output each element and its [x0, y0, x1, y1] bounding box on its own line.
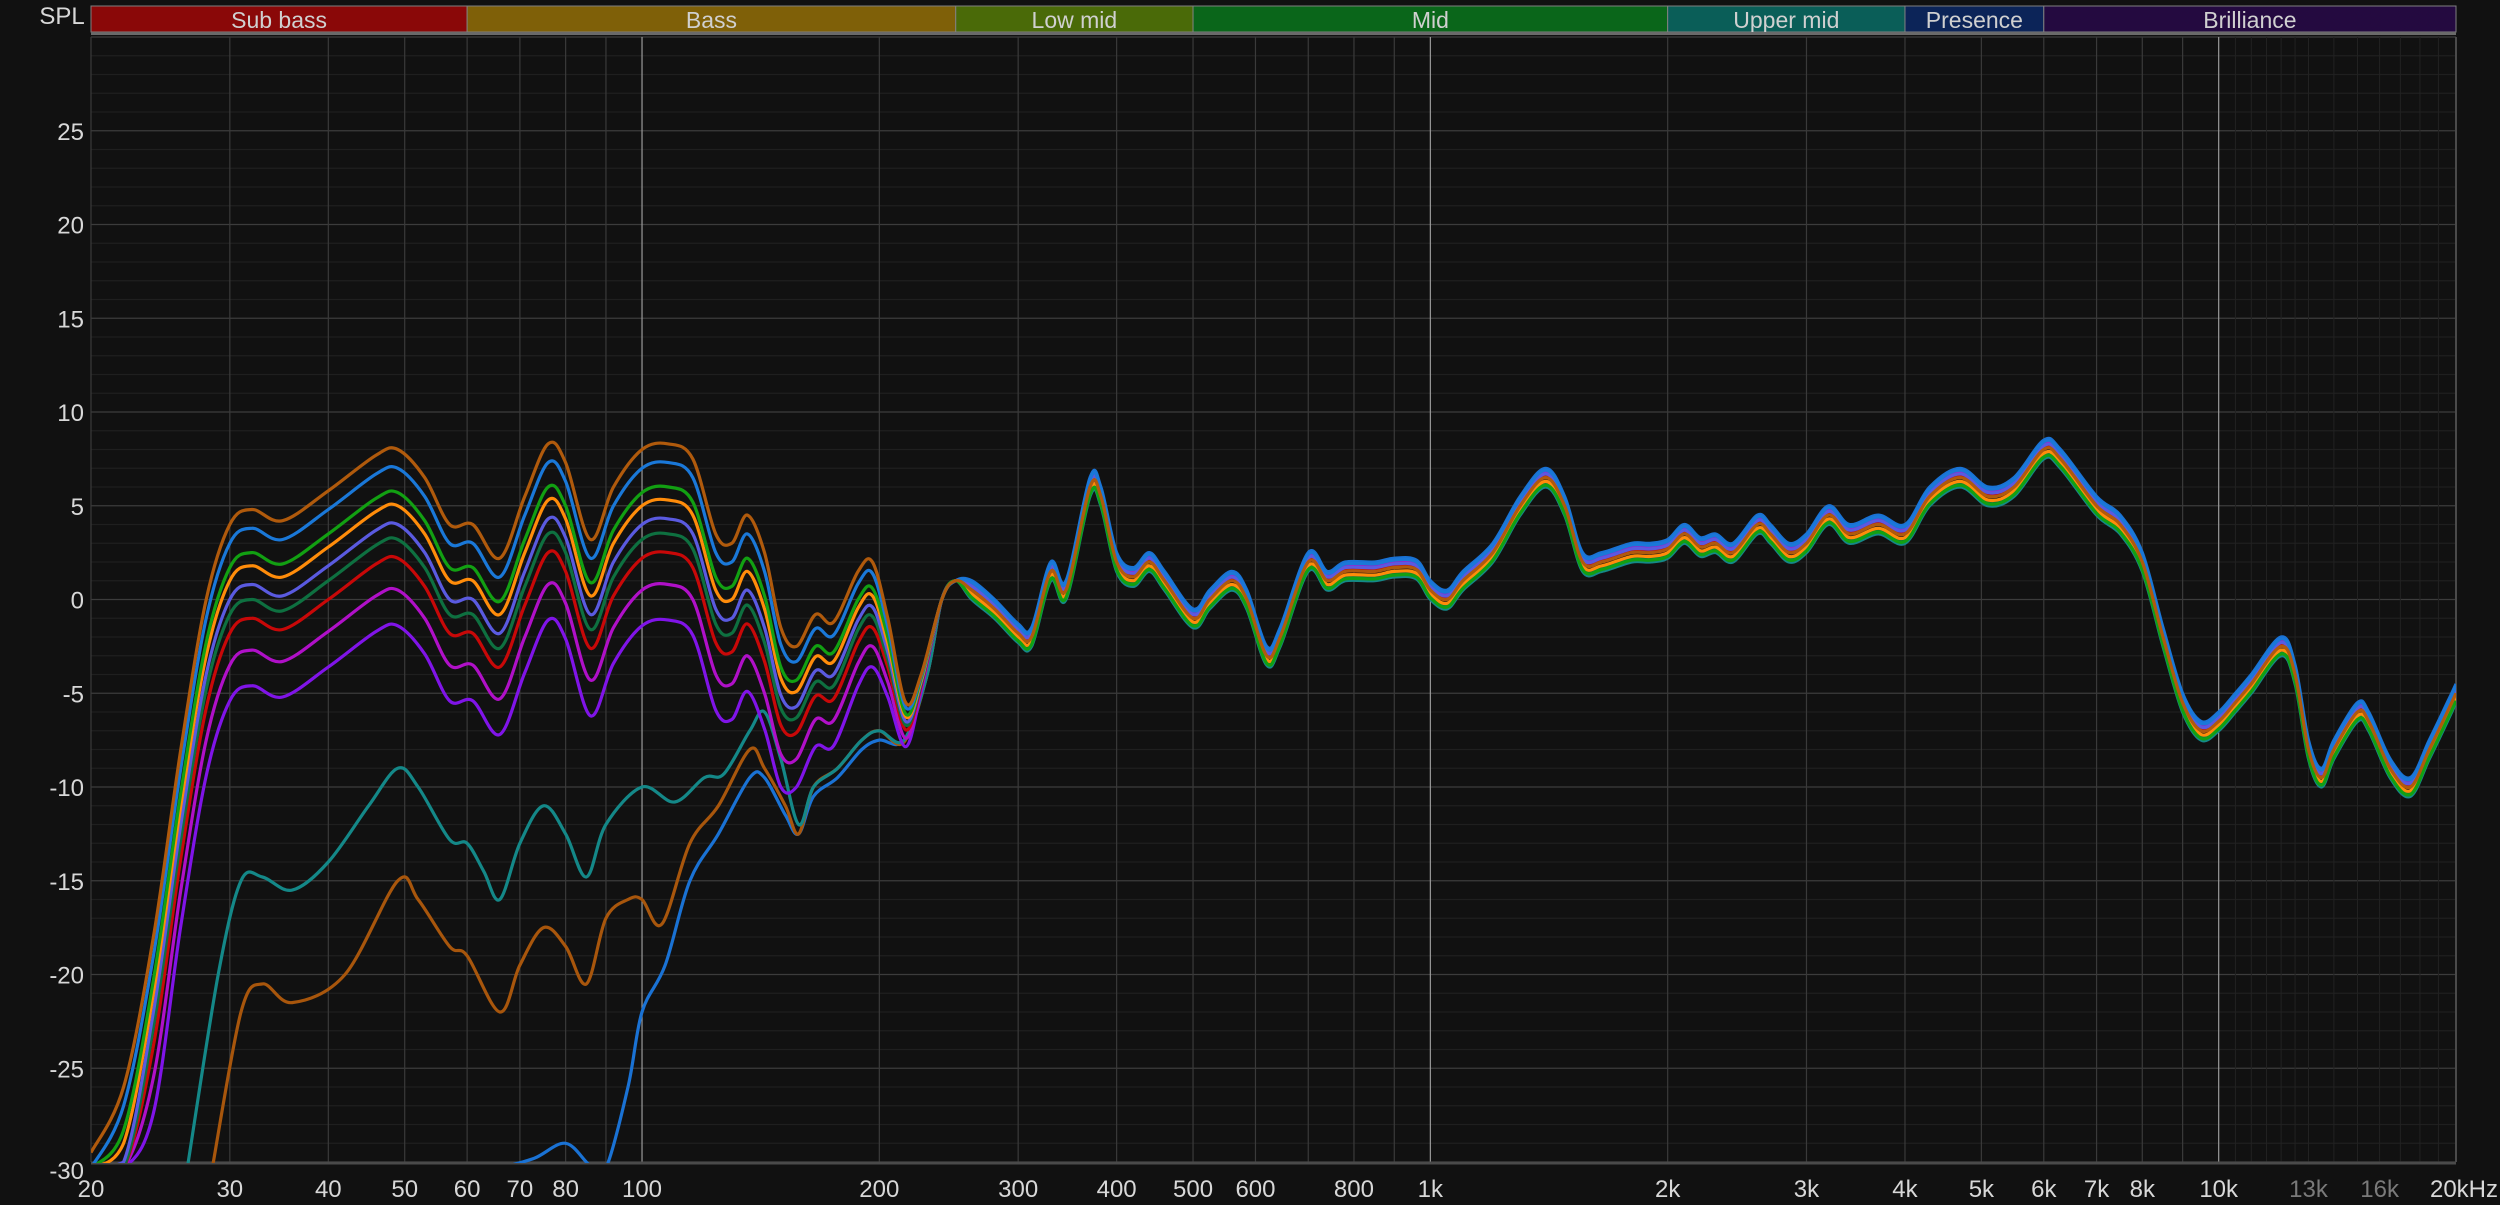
- x-tick-label: 1k: [1418, 1176, 1444, 1203]
- x-tick-label: 4k: [1892, 1176, 1918, 1203]
- x-tick-label: 16k: [2360, 1176, 2400, 1203]
- x-tick-label: 10k: [2199, 1176, 2239, 1203]
- y-tick-label: -10: [49, 775, 84, 802]
- x-tick-label: 20: [78, 1176, 105, 1203]
- series-line-0: [91, 440, 2456, 1154]
- x-tick-label: 5k: [1969, 1176, 1995, 1203]
- x-tick-label: 30: [216, 1176, 243, 1203]
- x-tick-label: 800: [1334, 1176, 1374, 1203]
- y-tick-label: -20: [49, 963, 84, 990]
- band-label: Upper mid: [1733, 7, 1839, 33]
- x-tick-label: 2k: [1655, 1176, 1681, 1203]
- y-tick-label: -25: [49, 1056, 84, 1083]
- band-label: Presence: [1926, 7, 2023, 33]
- y-tick-label: 25: [57, 119, 84, 146]
- series-line-1: [92, 438, 2456, 1163]
- curves: [91, 436, 2456, 1163]
- x-tick-label: 400: [1097, 1176, 1137, 1203]
- x-tick-label: 6k: [2031, 1176, 2057, 1203]
- x-tick-label: 13k: [2289, 1176, 2329, 1203]
- x-tick-label: 7k: [2084, 1176, 2110, 1203]
- band-label: Bass: [686, 7, 737, 33]
- y-tick-label: 20: [57, 213, 84, 240]
- band-label: Sub bass: [231, 7, 327, 33]
- y-tick-label: 15: [57, 306, 84, 333]
- x-axis-ticks: 20 30 40 50 60 70 80 100 200 300 400 500 600 800 1k 2k 3…: [78, 1176, 2498, 1203]
- x-tick-label: 20kHz: [2430, 1176, 2498, 1203]
- band-brilliance: [2043, 5, 2457, 33]
- y-tick-label: -5: [63, 681, 84, 708]
- x-tick-label: 600: [1235, 1176, 1275, 1203]
- y-axis-ticks: 25 20 15 10 5 0 -5 -10 -15 -20 -25 -30: [49, 119, 84, 1185]
- band-bass: [466, 5, 957, 33]
- y-tick-label: 5: [71, 494, 84, 521]
- y-axis-label: SPL: [39, 3, 84, 30]
- band-low-mid: [955, 5, 1194, 33]
- x-tick-label: 60: [454, 1176, 481, 1203]
- x-tick-label: 40: [315, 1176, 342, 1203]
- grid: [90, 36, 2457, 1165]
- x-tick-label: 8k: [2130, 1176, 2156, 1203]
- band-label: Low mid: [1032, 7, 1118, 33]
- y-tick-label: 10: [57, 400, 84, 427]
- frequency-bands: Sub bass Bass Low mid Mid Upper mid Presence B…: [90, 5, 2457, 35]
- x-tick-label: 500: [1173, 1176, 1213, 1203]
- x-tick-label: 200: [859, 1176, 899, 1203]
- x-tick-label: 100: [622, 1176, 662, 1203]
- x-tick-label: 80: [552, 1176, 579, 1203]
- series-line-2: [95, 453, 2456, 1163]
- y-tick-label: -30: [49, 1158, 84, 1185]
- y-tick-label: -15: [49, 869, 84, 896]
- x-tick-label: 70: [507, 1176, 534, 1203]
- x-tick-label: 300: [998, 1176, 1038, 1203]
- x-tick-label: 50: [391, 1176, 418, 1203]
- band-sub-bass: [90, 5, 468, 33]
- band-label: Brilliance: [2203, 7, 2296, 33]
- x-tick-label: 3k: [1794, 1176, 1820, 1203]
- y-tick-label: 0: [71, 588, 84, 615]
- band-label: Mid: [1412, 7, 1449, 33]
